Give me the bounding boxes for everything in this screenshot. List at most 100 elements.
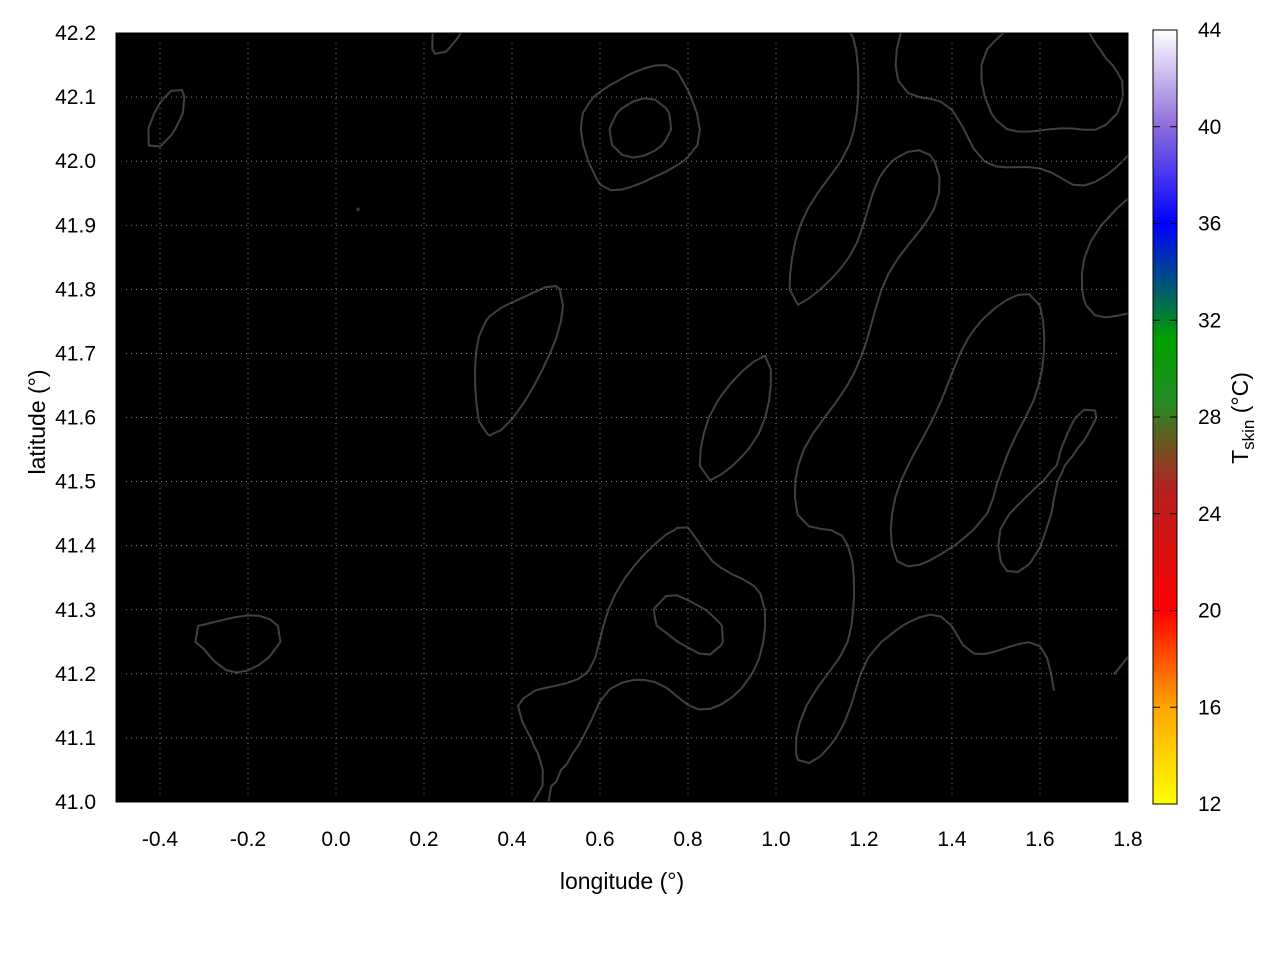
heat-cell-939	[325, 625, 337, 643]
heat-cell-2702	[490, 321, 502, 338]
heat-cell-738	[138, 657, 150, 675]
heat-cell-2526	[578, 353, 590, 371]
heat-cell-1630	[842, 513, 854, 531]
heat-cell-1876	[512, 465, 524, 483]
heat-cell-1419	[545, 545, 557, 563]
heat-cell-2126	[226, 417, 238, 435]
heat-cell-4052	[160, 81, 172, 98]
heat-cell-4020	[820, 97, 832, 114]
heat-cell-2733	[831, 321, 843, 338]
heat-cell-1529	[743, 529, 755, 547]
heat-cell-3830	[754, 129, 766, 146]
heat-cell-2684	[292, 321, 304, 338]
heat-cell-3666	[974, 161, 986, 178]
heat-cell-384	[292, 721, 304, 739]
heat-cell-135	[589, 769, 601, 787]
heat-cell-2635	[765, 337, 777, 355]
heat-cell-1802	[710, 481, 722, 499]
heat-cell-1889	[655, 465, 667, 483]
heat-cell-2098	[930, 433, 942, 451]
heat-cell-381	[259, 721, 271, 739]
heat-cell-3081	[611, 257, 623, 274]
heat-cell-807	[897, 657, 909, 675]
heat-cell-10	[226, 785, 238, 802]
heat-cell-3483	[985, 193, 997, 210]
heat-cell-739	[149, 657, 161, 675]
heat-cell-3487	[1029, 193, 1041, 210]
heat-cell-24	[380, 785, 392, 802]
heat-cell-2740	[908, 321, 920, 338]
heat-cell-459	[1117, 721, 1128, 739]
heat-cell-2249	[567, 401, 579, 419]
heat-cell-1440	[776, 545, 788, 563]
heat-cell-469	[215, 705, 227, 723]
heat-cell-3795	[369, 129, 381, 146]
heat-cell-3927	[809, 113, 821, 130]
heat-cell-610	[754, 689, 766, 707]
heat-cell-3680	[116, 145, 128, 162]
heat-cell-4123	[941, 81, 953, 98]
heat-cell-1315	[413, 561, 425, 579]
heat-cell-64	[820, 785, 832, 802]
heat-cell-306	[446, 737, 458, 755]
heat-cell-2920	[864, 289, 876, 306]
heat-cell-1220	[380, 577, 392, 595]
heat-cell-3978	[358, 97, 370, 114]
heat-cell-1028	[292, 609, 304, 627]
heat-cell-1878	[534, 465, 546, 483]
heat-cell-1102	[1106, 609, 1118, 627]
heat-cell-343	[853, 737, 865, 755]
heat-cell-450	[1018, 721, 1030, 739]
contour-line-0	[980, 33, 1124, 133]
heat-cell-3188	[776, 241, 788, 258]
heat-cell-454	[1062, 721, 1074, 739]
heat-cell-1944	[248, 449, 260, 467]
heat-cell-4317	[1051, 49, 1063, 66]
heat-cell-871	[589, 641, 601, 659]
heat-cell-2962	[314, 273, 326, 290]
heat-cell-1911	[897, 465, 909, 483]
heat-cell-4241	[215, 49, 227, 66]
heat-cell-3317	[171, 209, 183, 226]
heat-cell-3197	[875, 241, 887, 258]
heat-cell-4017	[787, 97, 799, 114]
heat-cell-3679	[1117, 161, 1128, 178]
heat-cell-1375	[1073, 561, 1085, 579]
heat-cell-3079	[589, 257, 601, 274]
heat-cell-3712	[468, 145, 480, 162]
heat-cell-2947	[149, 273, 161, 290]
heat-cell-1275	[985, 577, 997, 595]
heat-cell-624	[908, 689, 920, 707]
heat-cell-720	[952, 673, 964, 691]
heat-cell-4113	[831, 81, 843, 98]
heat-cell-1460	[996, 545, 1008, 563]
heat-cell-1158	[710, 593, 722, 611]
heat-cell-1794	[622, 481, 634, 499]
heat-cell-3499	[149, 177, 161, 194]
heat-cell-131	[545, 769, 557, 787]
heat-cell-3467	[809, 193, 821, 210]
heat-cell-3755	[941, 145, 953, 162]
heat-cell-3204	[952, 241, 964, 258]
heat-cell-1863	[369, 465, 381, 483]
heat-cell-36	[512, 785, 524, 802]
heat-cell-4380	[732, 33, 744, 50]
heat-cell-623	[897, 689, 909, 707]
heat-cell-2369	[875, 385, 887, 403]
heat-cell-1965	[479, 449, 491, 467]
heat-cell-4366	[578, 33, 590, 50]
heat-cell-273	[1095, 753, 1107, 771]
heat-cell-2769	[215, 305, 227, 322]
heat-cell-1921	[1007, 465, 1019, 483]
heat-cell-2643	[853, 337, 865, 355]
heat-cell-2908	[732, 289, 744, 306]
heat-cell-1583	[325, 513, 337, 531]
heat-cell-220	[512, 753, 524, 771]
heat-cell-2069	[611, 433, 623, 451]
heat-cell-809	[919, 657, 931, 675]
heat-cell-70	[886, 785, 898, 802]
heat-cell-1983	[677, 449, 689, 467]
heat-cell-4114	[842, 81, 854, 98]
heat-cell-1639	[941, 513, 953, 531]
heat-cell-3229	[215, 225, 227, 242]
